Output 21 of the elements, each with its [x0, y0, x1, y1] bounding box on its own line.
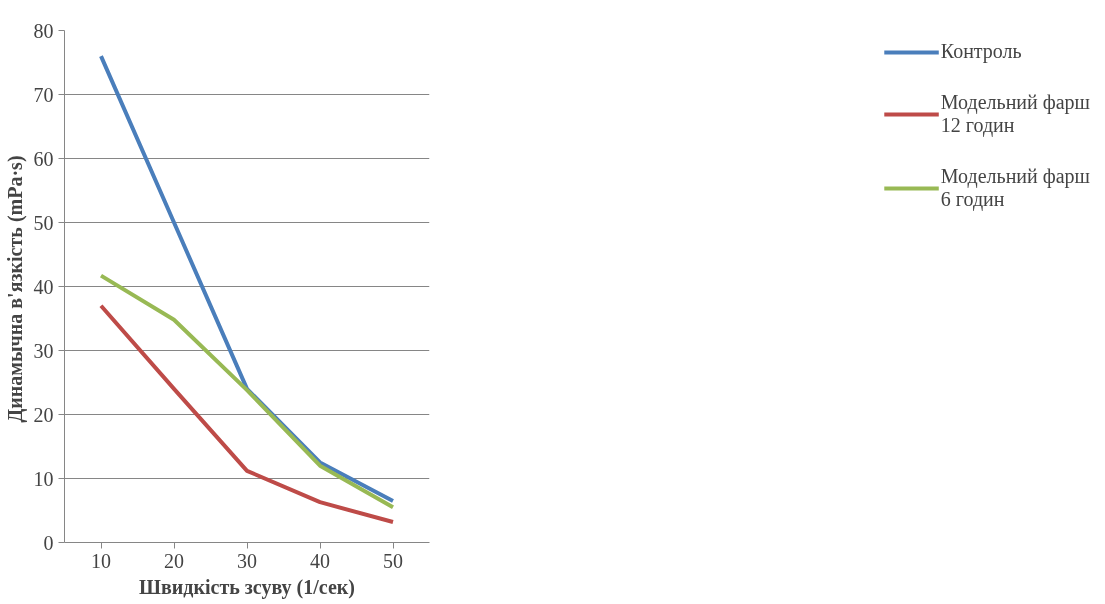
x-tick-label: 10	[91, 549, 111, 572]
legend-label: Модельний фарш 12 годин	[940, 91, 1090, 137]
y-tick-label: 60	[33, 147, 54, 170]
y-tick-label: 0	[43, 531, 54, 554]
y-tick-label: 20	[33, 403, 54, 426]
x-tick-label: 30	[237, 549, 257, 572]
line-series	[99, 273, 395, 510]
y-tick-label: 30	[33, 339, 54, 362]
legend-label: Модельний фарш 6 годин	[940, 165, 1090, 211]
x-tick-label: 50	[383, 549, 403, 572]
legend-label: Контроль	[940, 40, 1022, 63]
line-series	[99, 303, 395, 525]
y-tick-label: 40	[33, 275, 54, 298]
x-axis-title: Швидкість зсуву (1/сек)	[139, 575, 355, 599]
y-tick-label: 50	[33, 211, 54, 234]
y-tick-label: 70	[33, 83, 54, 106]
x-tick-label: 40	[310, 549, 330, 572]
y-tick-label: 80	[33, 19, 54, 42]
x-tick-label: 20	[164, 549, 184, 572]
y-tick-label: 10	[33, 467, 54, 490]
y-axis-title: Динамычна в'язкість (mPa·s)	[3, 155, 27, 423]
